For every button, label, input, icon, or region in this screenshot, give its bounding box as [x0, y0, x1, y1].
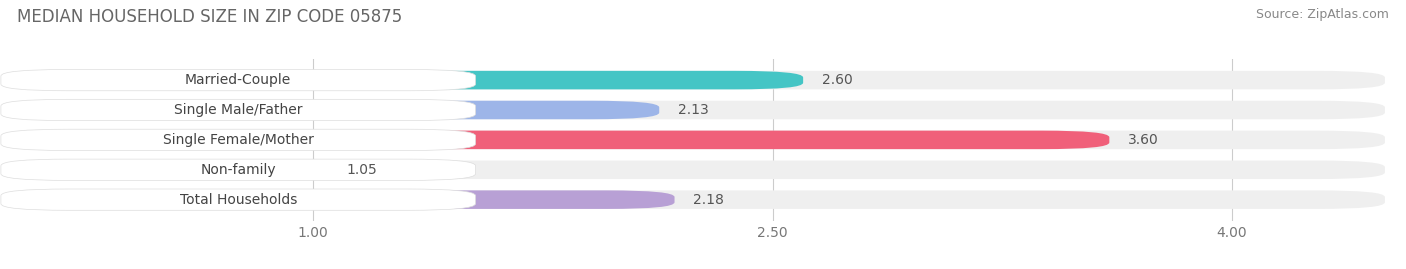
FancyBboxPatch shape — [1, 159, 475, 180]
Text: 2.60: 2.60 — [821, 73, 852, 87]
FancyBboxPatch shape — [7, 190, 1385, 209]
Text: 2.18: 2.18 — [693, 193, 724, 207]
FancyBboxPatch shape — [7, 161, 329, 179]
Text: 3.60: 3.60 — [1128, 133, 1159, 147]
Text: Source: ZipAtlas.com: Source: ZipAtlas.com — [1256, 8, 1389, 21]
FancyBboxPatch shape — [1, 69, 475, 91]
FancyBboxPatch shape — [1, 189, 475, 210]
FancyBboxPatch shape — [7, 101, 659, 119]
Text: Single Male/Father: Single Male/Father — [174, 103, 302, 117]
FancyBboxPatch shape — [7, 190, 675, 209]
FancyBboxPatch shape — [7, 71, 1385, 89]
FancyBboxPatch shape — [7, 71, 803, 89]
Text: 2.13: 2.13 — [678, 103, 709, 117]
Text: 1.05: 1.05 — [347, 163, 378, 177]
FancyBboxPatch shape — [1, 99, 475, 121]
Text: Single Female/Mother: Single Female/Mother — [163, 133, 314, 147]
Text: Married-Couple: Married-Couple — [186, 73, 291, 87]
FancyBboxPatch shape — [7, 131, 1109, 149]
FancyBboxPatch shape — [7, 131, 1385, 149]
FancyBboxPatch shape — [7, 101, 1385, 119]
FancyBboxPatch shape — [7, 161, 1385, 179]
Text: MEDIAN HOUSEHOLD SIZE IN ZIP CODE 05875: MEDIAN HOUSEHOLD SIZE IN ZIP CODE 05875 — [17, 8, 402, 26]
FancyBboxPatch shape — [1, 129, 475, 151]
Text: Non-family: Non-family — [201, 163, 276, 177]
Text: Total Households: Total Households — [180, 193, 297, 207]
